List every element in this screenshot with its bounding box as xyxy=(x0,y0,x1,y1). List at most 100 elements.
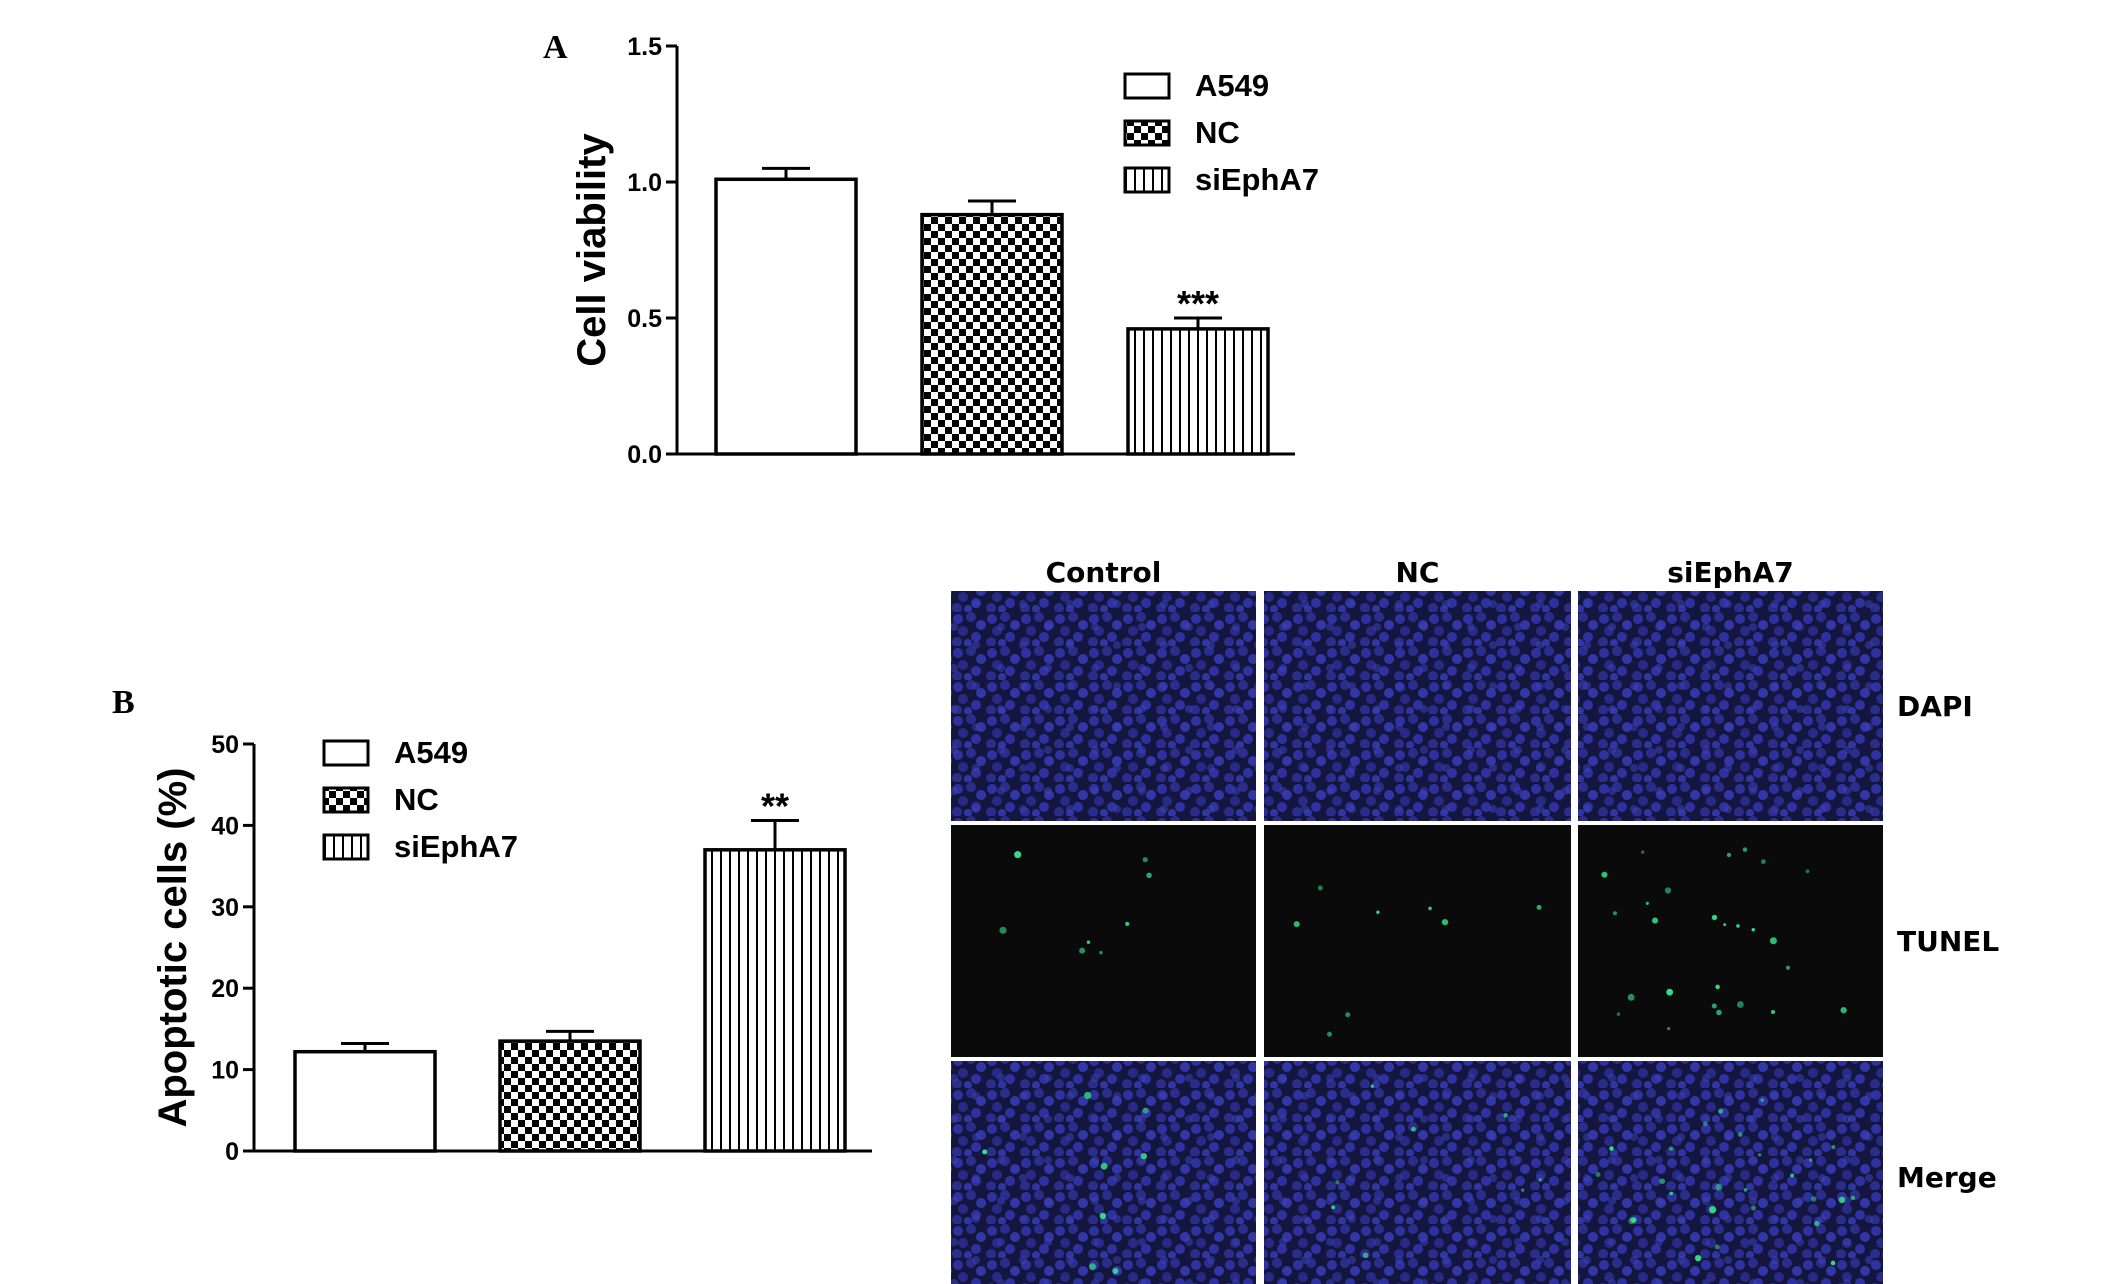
y-tick-label: 20 xyxy=(211,975,239,1003)
column-label-siepha7: siEphA7 xyxy=(1667,556,1794,589)
tunel-positive-dot xyxy=(1723,923,1727,927)
tunel-positive-dot xyxy=(1666,988,1674,996)
y-tick-label: 0.5 xyxy=(627,305,662,333)
bar-a549 xyxy=(293,1049,437,1153)
tunel-positive-dot xyxy=(1711,914,1718,921)
tunel-positive-dot xyxy=(1711,1003,1717,1009)
legend-swatch xyxy=(322,739,370,767)
tunel-positive-dot xyxy=(1694,1254,1702,1262)
tunel-positive-dot xyxy=(1146,872,1152,879)
y-tick-label: 0 xyxy=(225,1138,239,1166)
tunel-positive-dot xyxy=(1441,918,1449,926)
row-label-dapi: DAPI xyxy=(1897,690,1973,723)
tunel-positive-dot xyxy=(1645,901,1649,905)
legend-label: siEphA7 xyxy=(1195,162,1319,197)
tunel-positive-dot xyxy=(1708,1206,1717,1214)
tunel-positive-dot xyxy=(1293,921,1300,928)
panel-a-chart: A 0.0 0.5 1.0 1.5 Cell viability *** A549 NC siEp… xyxy=(543,29,1319,469)
tunel-positive-dot xyxy=(1830,1260,1836,1266)
legend-label: A549 xyxy=(1195,68,1269,103)
tunel-positive-dot xyxy=(1084,1091,1092,1100)
column-label-control: Control xyxy=(1046,556,1162,589)
y-tick-label: 1.0 xyxy=(627,169,662,197)
tunel-positive-dot xyxy=(1100,1162,1108,1170)
y-tick-label: 1.5 xyxy=(627,33,662,61)
legend-label: A549 xyxy=(394,735,468,770)
y-axis-label: Cell viability xyxy=(570,133,614,367)
micrograph-dapi-nc xyxy=(1264,591,1571,821)
tunel-micrograph-grid: Control NC siEphA7 DAPI TUNEL Merge xyxy=(951,556,1999,1284)
tunel-positive-dot xyxy=(1726,852,1732,858)
panel-b-chart: B 0 10 20 30 40 50 Apoptotic cells (%) ** A549 NC s… xyxy=(112,684,872,1166)
tunel-positive-dot xyxy=(1627,993,1635,1001)
tunel-positive-dot xyxy=(1125,921,1130,927)
tunel-positive-dot xyxy=(1140,1153,1148,1160)
micrograph-background xyxy=(1264,825,1571,1057)
tunel-positive-dot xyxy=(1715,1183,1723,1191)
tunel-positive-dot xyxy=(1715,984,1720,990)
bar-siepha7 xyxy=(1126,327,1270,456)
tunel-positive-dot xyxy=(1669,1191,1674,1196)
panel-letter: B xyxy=(112,684,135,721)
tunel-positive-dot xyxy=(1750,1205,1756,1211)
micrograph-nuclei-overlay xyxy=(1264,591,1571,821)
micrograph-background xyxy=(951,825,1256,1057)
tunel-positive-dot xyxy=(1370,1084,1374,1088)
legend-swatch xyxy=(1123,72,1171,100)
tunel-positive-dot xyxy=(1760,1098,1764,1102)
tunel-positive-dot xyxy=(1641,850,1645,854)
tunel-positive-dot xyxy=(1702,1121,1708,1127)
tunel-positive-dot xyxy=(1630,1217,1637,1223)
tunel-positive-dot xyxy=(1089,1263,1096,1271)
tunel-positive-dot xyxy=(1601,871,1608,878)
tunel-positive-dot xyxy=(1086,940,1091,944)
y-axis-label: Apoptotic cells (%) xyxy=(151,767,195,1127)
y-tick-label: 50 xyxy=(211,731,239,759)
tunel-positive-dot xyxy=(1668,1146,1674,1151)
tunel-positive-dot xyxy=(1714,1244,1720,1250)
tunel-positive-dot xyxy=(1805,869,1810,874)
tunel-positive-dot xyxy=(1667,1027,1671,1031)
micrograph-tunel-control xyxy=(951,825,1256,1057)
tunel-positive-dot xyxy=(1376,910,1380,914)
tunel-positive-dot xyxy=(1718,1108,1724,1114)
tunel-positive-dot xyxy=(982,1149,988,1155)
tunel-positive-dot xyxy=(1335,1180,1340,1185)
row-label-tunel: TUNEL xyxy=(1897,925,1999,958)
micrograph-dapi-siepha7 xyxy=(1578,591,1883,821)
micrograph-merge-control xyxy=(951,1061,1256,1284)
legend-label: siEphA7 xyxy=(394,829,518,864)
significance-label: *** xyxy=(1177,283,1219,324)
legend-label: NC xyxy=(1195,115,1240,150)
column-label-nc: NC xyxy=(1396,556,1440,589)
tunel-positive-dot xyxy=(1428,906,1432,911)
tunel-positive-dot xyxy=(1079,947,1086,954)
tunel-positive-dot xyxy=(1112,1268,1119,1274)
tunel-positive-dot xyxy=(1345,1012,1351,1018)
row-label-merge: Merge xyxy=(1897,1161,1997,1194)
tunel-positive-dot xyxy=(1736,924,1740,928)
y-tick-label: 40 xyxy=(211,812,239,840)
tunel-positive-dot xyxy=(1362,1252,1369,1259)
tunel-positive-dot xyxy=(1317,885,1323,891)
y-tick-label: 10 xyxy=(211,1057,239,1085)
bar-siepha7 xyxy=(703,848,847,1153)
tunel-positive-dot xyxy=(1758,1153,1762,1157)
y-tick-label: 0.0 xyxy=(627,441,662,469)
micrograph-tunel-siepha7 xyxy=(1578,825,1883,1057)
tunel-positive-dot xyxy=(1503,1112,1508,1118)
tunel-positive-dot xyxy=(1142,857,1148,863)
tunel-positive-dot xyxy=(1014,851,1022,859)
tunel-positive-dot xyxy=(1831,1145,1836,1150)
panel-letter: A xyxy=(543,29,568,66)
tunel-positive-dot xyxy=(1612,911,1617,916)
tunel-positive-dot xyxy=(1538,1178,1542,1182)
legend-swatch xyxy=(1123,166,1171,194)
tunel-positive-dot xyxy=(1751,927,1755,932)
tunel-positive-dot xyxy=(1742,847,1748,852)
tunel-positive-dot xyxy=(1616,1012,1621,1016)
legend-label: NC xyxy=(394,782,439,817)
tunel-positive-dot xyxy=(1411,1126,1416,1132)
micrograph-background xyxy=(1578,825,1883,1057)
